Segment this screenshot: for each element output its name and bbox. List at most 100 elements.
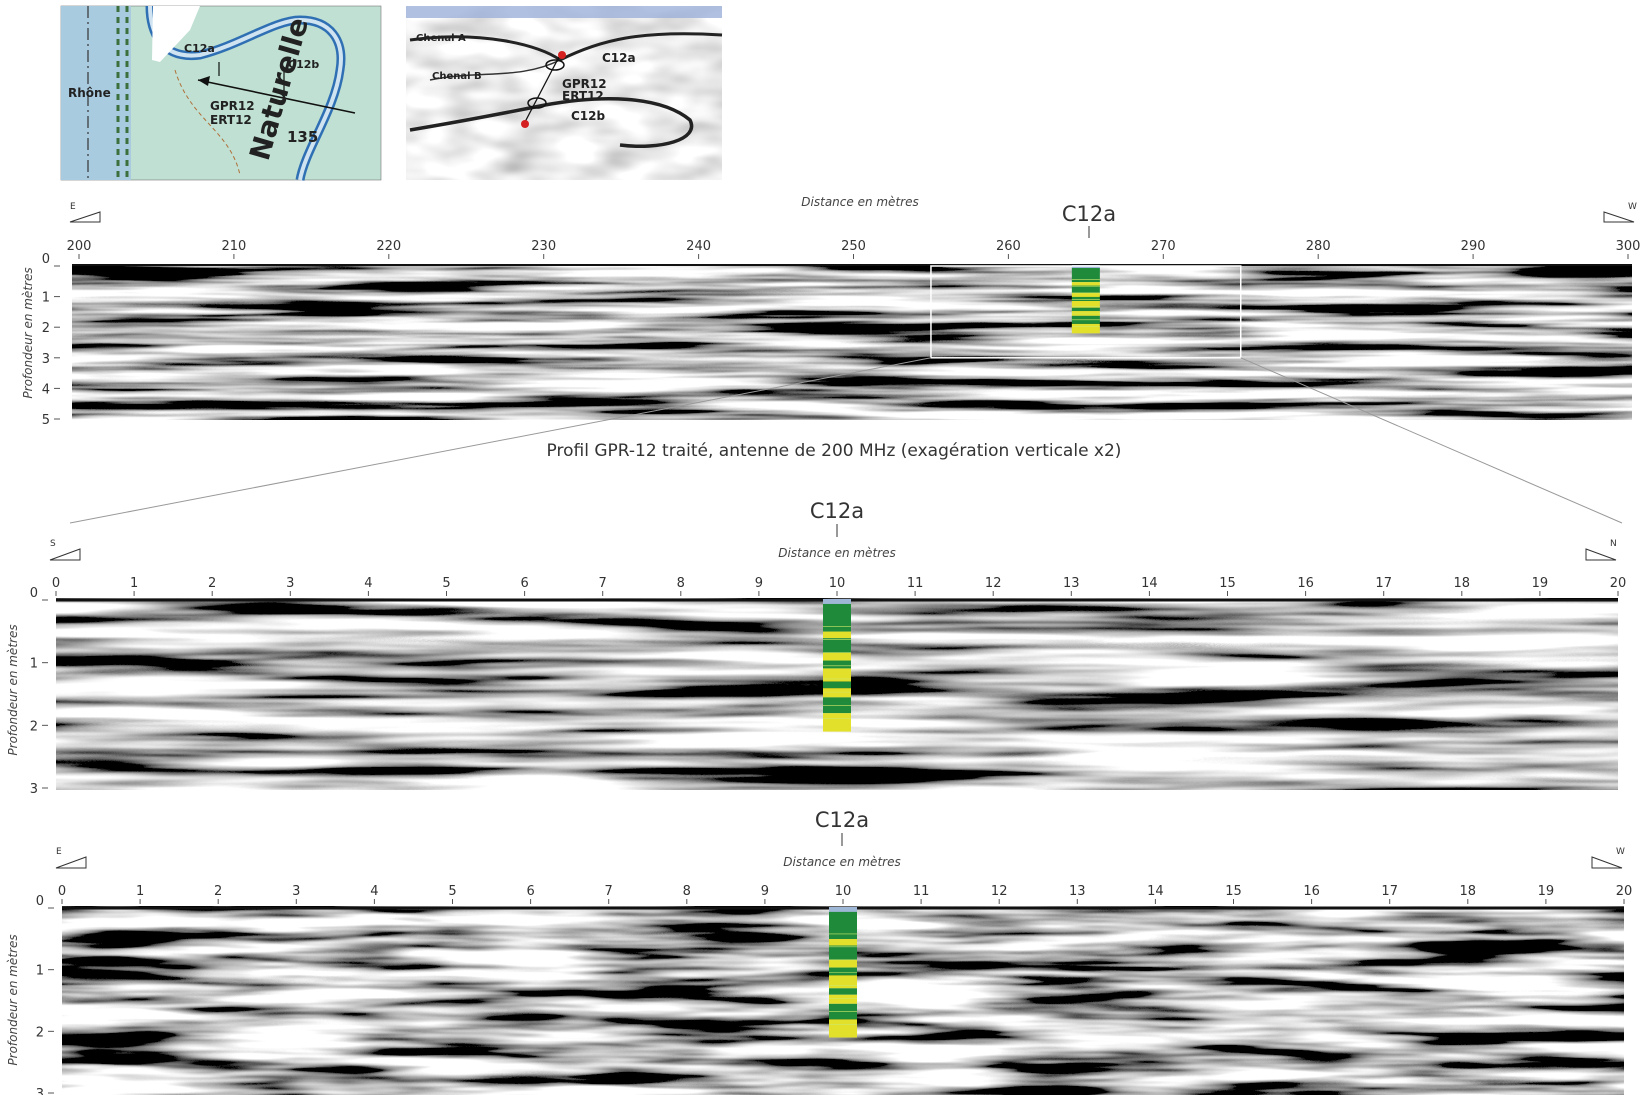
core-layer bbox=[829, 959, 857, 968]
x-tick-label: 270 bbox=[1151, 239, 1176, 254]
x-tick-label: 1 bbox=[130, 576, 138, 591]
x-axis-title: Distance en mètres bbox=[778, 546, 895, 560]
x-tick-label: 10 bbox=[835, 884, 852, 899]
core-layer bbox=[823, 713, 851, 732]
core-layer bbox=[1071, 307, 1100, 312]
x-tick-label: 240 bbox=[686, 239, 711, 254]
map-right-top-water bbox=[406, 6, 722, 18]
zoom-connector-left bbox=[69, 357, 932, 524]
y-tick-label: 1 bbox=[42, 291, 50, 306]
core-layer bbox=[1071, 285, 1100, 293]
y-axis-title: Profondeur en mètres bbox=[21, 267, 35, 398]
x-tick-label: 18 bbox=[1454, 576, 1471, 591]
x-tick-label: 18 bbox=[1460, 884, 1477, 899]
core-layer bbox=[823, 631, 851, 639]
x-tick-label: 15 bbox=[1219, 576, 1236, 591]
x-tick-label: 3 bbox=[292, 884, 300, 899]
map-right-ert-label: ERT12 bbox=[562, 89, 604, 103]
gpr-profile-zoom-east-west: C12a Distance en mètres E W Profondeur e… bbox=[6, 808, 1632, 1095]
map-left-levee bbox=[116, 6, 129, 180]
x-tick-label: 5 bbox=[442, 576, 450, 591]
direction-left-arrow bbox=[49, 548, 81, 561]
map-left-ert-label: ERT12 bbox=[210, 113, 252, 127]
y-axis-title: Profondeur en mètres bbox=[6, 934, 20, 1065]
x-tick-label: 3 bbox=[286, 576, 294, 591]
x-tick-label: 16 bbox=[1297, 576, 1314, 591]
map-right-ert-marker-a bbox=[545, 59, 565, 71]
x-tick-label: 300 bbox=[1616, 239, 1641, 254]
core-top-cap bbox=[829, 907, 857, 913]
core-layer bbox=[829, 939, 857, 946]
x-tick-label: 11 bbox=[907, 576, 924, 591]
map-right-channel-b-label: Chenal B bbox=[432, 71, 482, 82]
x-tick-label: 200 bbox=[67, 239, 92, 254]
gpr-profile-overview: Distance en mètres C12a E W Profondeur e… bbox=[21, 195, 1640, 461]
borehole-label: C12a bbox=[815, 808, 869, 832]
x-tick-label: 290 bbox=[1461, 239, 1486, 254]
map-right-gpr-label: GPR12 bbox=[562, 77, 607, 91]
core-layer bbox=[829, 994, 857, 1004]
x-tick-label: 16 bbox=[1303, 884, 1320, 899]
core-layer bbox=[829, 988, 857, 995]
map-left-river-label: Rhône bbox=[68, 86, 111, 100]
x-tick-label: 13 bbox=[1063, 576, 1080, 591]
core-layer bbox=[829, 1019, 857, 1038]
direction-right-arrow bbox=[1585, 548, 1617, 561]
direction-right-label: W bbox=[1628, 202, 1637, 212]
map-right-ert-marker-b bbox=[527, 97, 547, 109]
x-tick-label: 11 bbox=[913, 884, 930, 899]
map-right-core-a-marker bbox=[558, 51, 566, 59]
x-tick-label: 13 bbox=[1069, 884, 1086, 899]
x-tick-label: 9 bbox=[755, 576, 763, 591]
x-tick-label: 6 bbox=[520, 576, 528, 591]
x-tick-label: 5 bbox=[448, 884, 456, 899]
x-tick-label: 8 bbox=[677, 576, 685, 591]
x-tick-label: 6 bbox=[526, 884, 534, 899]
map-left-core-b-label: C12b bbox=[288, 58, 319, 71]
core-layer bbox=[823, 638, 851, 653]
x-tick-label: 14 bbox=[1147, 884, 1164, 899]
direction-left-label: S bbox=[50, 539, 56, 549]
core-layer bbox=[823, 652, 851, 661]
x-tick-label: 10 bbox=[829, 576, 846, 591]
core-layer bbox=[823, 688, 851, 698]
x-tick-label: 17 bbox=[1375, 576, 1392, 591]
map-right-core-b-label: C12b bbox=[571, 109, 606, 123]
map-left-profile-arrow bbox=[198, 76, 210, 86]
y-tick-label: 3 bbox=[30, 782, 38, 797]
core-layer bbox=[829, 975, 857, 989]
x-tick-label: 0 bbox=[58, 884, 66, 899]
core-layer bbox=[1071, 268, 1100, 283]
y-tick-label: 3 bbox=[36, 1087, 44, 1095]
y-tick-label: 0 bbox=[30, 586, 38, 601]
map-left-core-a-label: C12a bbox=[184, 42, 215, 55]
core-layer bbox=[1071, 311, 1100, 316]
core-layer bbox=[1071, 296, 1100, 302]
x-tick-label: 210 bbox=[221, 239, 246, 254]
y-tick-label: 1 bbox=[30, 657, 38, 672]
x-tick-label: 20 bbox=[1610, 576, 1627, 591]
x-tick-label: 15 bbox=[1225, 884, 1242, 899]
x-tick-label: 1 bbox=[136, 884, 144, 899]
core-layer bbox=[823, 603, 851, 632]
map-right-channel-a-label: Chenal A bbox=[416, 33, 466, 44]
core-layer bbox=[829, 945, 857, 960]
x-tick-label: 7 bbox=[599, 576, 607, 591]
core-layer bbox=[823, 668, 851, 682]
location-map-left: Rhône C12a C12b GPR12 ERT12 Naturelle 13… bbox=[60, 5, 382, 181]
map-left-profile-line bbox=[197, 79, 356, 114]
x-tick-label: 19 bbox=[1532, 576, 1549, 591]
borehole-label: C12a bbox=[810, 499, 864, 523]
y-tick-label: 2 bbox=[30, 719, 38, 734]
x-tick-label: 19 bbox=[1538, 884, 1555, 899]
map-left-white-gap bbox=[152, 6, 200, 62]
x-tick-label: 2 bbox=[214, 884, 222, 899]
core-layer bbox=[829, 967, 857, 976]
map-left-dashed-trail bbox=[174, 69, 241, 176]
x-tick-label: 9 bbox=[761, 884, 769, 899]
location-map-right: Chenal A Chenal B C12a C12b GPR12 ERT12 bbox=[406, 6, 723, 180]
y-tick-label: 0 bbox=[42, 252, 50, 267]
x-tick-label: 250 bbox=[841, 239, 866, 254]
x-axis-title: Distance en mètres bbox=[801, 195, 918, 209]
